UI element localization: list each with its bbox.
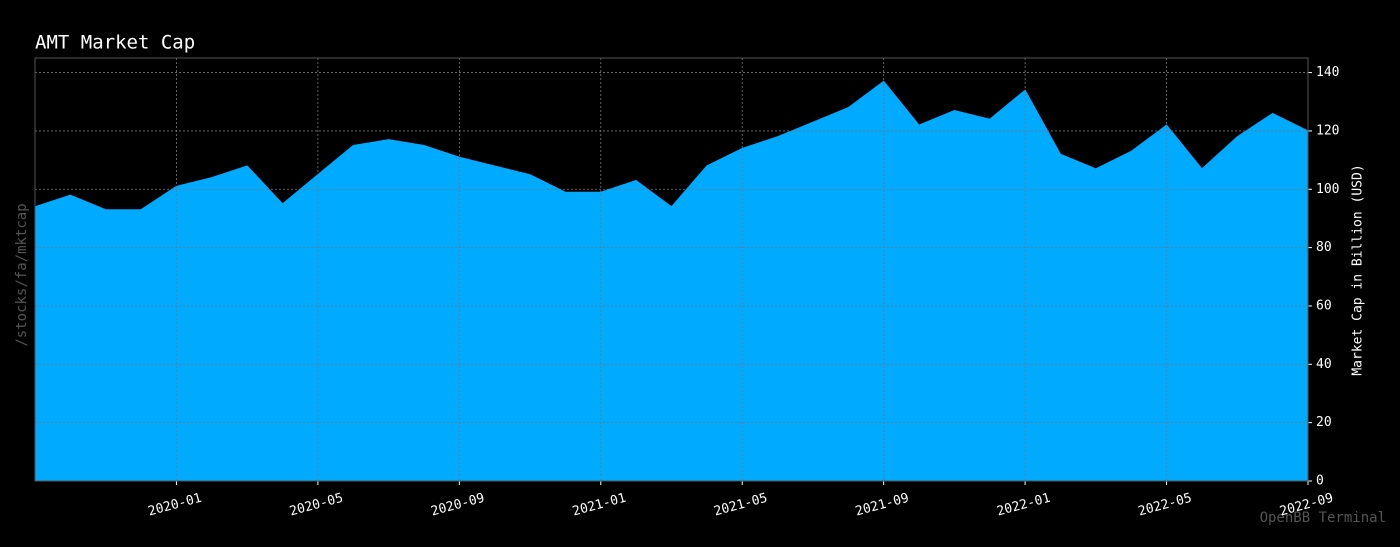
plot-frame — [34, 57, 1309, 482]
y-tick-label: 120 — [1316, 123, 1339, 138]
y-tick-label: 0 — [1316, 474, 1324, 489]
watermark: OpenBB Terminal — [1260, 510, 1386, 526]
y-tick-label: 60 — [1316, 298, 1332, 313]
chart-title: AMT Market Cap — [35, 32, 195, 54]
y-tick-label: 20 — [1316, 415, 1332, 430]
y-axis-label: Market Cap in Billion (USD) — [1351, 164, 1366, 375]
area — [34, 80, 1309, 482]
side-label: /stocks/fa/mktcap — [14, 203, 30, 346]
y-tick-label: 40 — [1316, 357, 1332, 372]
y-tick-label: 80 — [1316, 240, 1332, 255]
y-tick-label: 140 — [1316, 65, 1339, 80]
y-tick-label: 100 — [1316, 182, 1339, 197]
